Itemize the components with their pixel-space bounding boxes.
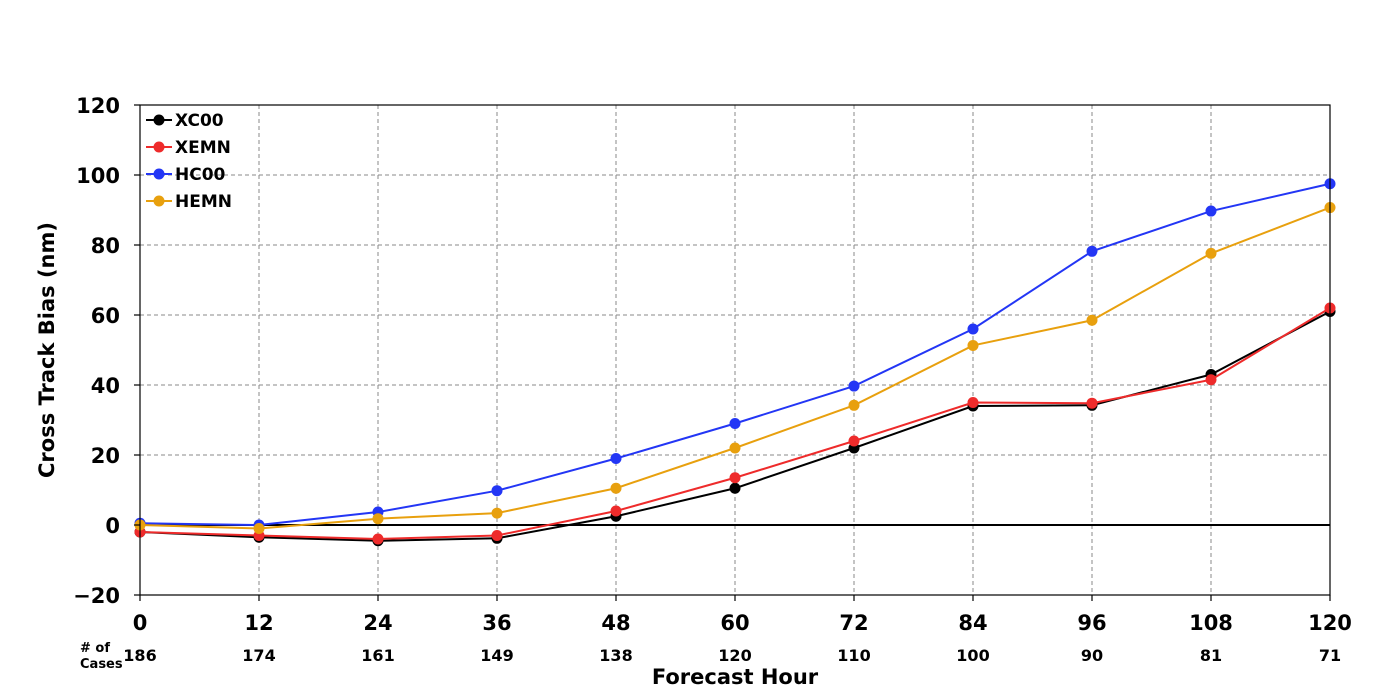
y-tick-label: 20 <box>91 444 120 468</box>
x-tick-label: 60 <box>720 611 749 635</box>
data-point <box>491 485 503 497</box>
data-point <box>967 339 979 351</box>
data-point <box>1086 245 1098 257</box>
x-tick-label: 48 <box>601 611 630 635</box>
data-point <box>848 435 860 447</box>
case-count: 100 <box>956 646 989 665</box>
data-point <box>967 397 979 408</box>
legend-label: HEMN <box>175 192 232 212</box>
x-axis-title: Forecast Hour <box>652 665 819 689</box>
case-count: 71 <box>1319 646 1341 665</box>
x-axis: 0 12 24 36 48 60 72 84 96 108 120 <box>133 595 1352 635</box>
data-point <box>967 323 979 335</box>
y-tick-label: 120 <box>76 94 120 118</box>
data-point <box>729 482 741 494</box>
legend-item: XC00 <box>146 111 224 131</box>
x-tick-label: 96 <box>1077 611 1106 635</box>
data-point <box>729 418 741 429</box>
case-count: 149 <box>480 646 513 665</box>
legend-label: HC00 <box>175 165 226 185</box>
data-point <box>372 513 384 525</box>
x-tick-label: 72 <box>839 611 868 635</box>
y-tick-label: 0 <box>105 514 120 538</box>
case-count: 81 <box>1200 646 1222 665</box>
data-point <box>1205 247 1217 259</box>
case-count: 90 <box>1081 646 1103 665</box>
data-point <box>848 380 860 392</box>
data-point <box>1086 397 1098 409</box>
legend-swatch-marker <box>153 168 165 180</box>
legend-item: HC00 <box>146 165 226 185</box>
case-count: 174 <box>242 646 275 665</box>
data-point <box>491 530 503 541</box>
data-point <box>729 442 741 454</box>
legend-label: XC00 <box>175 111 224 131</box>
data-point <box>610 482 622 494</box>
data-point <box>1086 314 1098 326</box>
x-tick-label: 24 <box>363 611 392 635</box>
x-tick-label: 36 <box>482 611 511 635</box>
y-tick-label: 60 <box>91 304 120 328</box>
case-count: 186 <box>123 646 156 665</box>
cases-header-line1: # of <box>80 641 110 656</box>
y-axis: −20 0 20 40 60 80 100 120 <box>73 94 140 608</box>
data-point <box>253 523 265 534</box>
cases-header-line2: Cases <box>80 657 123 672</box>
x-tick-label: 84 <box>958 611 987 635</box>
legend-swatch-marker <box>153 114 165 126</box>
y-tick-label: −20 <box>73 584 120 608</box>
legend-label: XEMN <box>175 138 231 158</box>
legend-swatch-marker <box>153 141 165 153</box>
legend-swatch-marker <box>153 195 165 207</box>
y-axis-title: Cross Track Bias (nm) <box>35 222 59 478</box>
case-count: 110 <box>837 646 870 665</box>
data-point <box>610 453 622 464</box>
x-tick-label: 0 <box>133 611 148 635</box>
case-count: 161 <box>361 646 394 665</box>
legend: XC00 XEMN HC00 HEMN <box>146 111 232 212</box>
y-tick-label: 40 <box>91 374 120 398</box>
cases-row: 186 174 161 149 138 120 110 100 90 81 71 <box>123 646 1341 665</box>
x-tick-label: 120 <box>1308 611 1352 635</box>
x-tick-label: 12 <box>244 611 273 635</box>
case-count: 120 <box>718 646 751 665</box>
y-tick-label: 80 <box>91 234 120 258</box>
legend-item: HEMN <box>146 192 232 212</box>
data-point <box>610 505 622 517</box>
data-point <box>491 507 503 519</box>
series-layer <box>134 178 1336 547</box>
data-point <box>848 399 860 411</box>
y-tick-label: 100 <box>76 164 120 188</box>
data-point <box>372 533 384 545</box>
legend-item: XEMN <box>146 138 231 158</box>
data-point <box>1205 205 1217 217</box>
data-point <box>1205 374 1217 386</box>
data-point <box>729 472 741 484</box>
case-count: 138 <box>599 646 632 665</box>
x-tick-label: 108 <box>1189 611 1233 635</box>
